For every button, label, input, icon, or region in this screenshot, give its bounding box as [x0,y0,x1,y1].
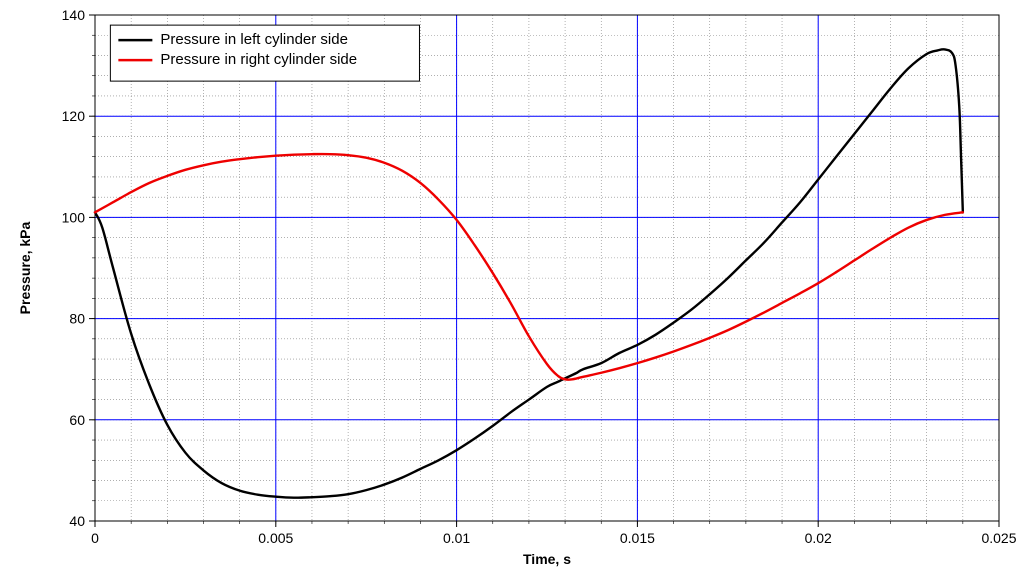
svg-text:60: 60 [69,412,85,428]
svg-text:120: 120 [62,108,86,124]
chart-svg: 0 0.005 0.01 0.015 0.02 0.025 40 60 80 100 120 140 T… [0,0,1024,576]
svg-text:Time, s: Time, s [523,551,571,567]
svg-text:140: 140 [62,7,86,23]
svg-text:0.02: 0.02 [805,530,832,546]
svg-text:0.015: 0.015 [620,530,655,546]
svg-text:0: 0 [91,530,99,546]
pressure-chart: 0 0.005 0.01 0.015 0.02 0.025 40 60 80 100 120 140 T… [0,0,1024,576]
svg-text:40: 40 [69,513,85,529]
legend: Pressure in left cylinder side Pressure i… [110,25,419,81]
svg-text:0.01: 0.01 [443,530,470,546]
svg-text:100: 100 [62,209,86,225]
svg-text:0.025: 0.025 [981,530,1016,546]
svg-text:Pressure in left cylinder side: Pressure in left cylinder side [160,31,348,48]
svg-text:80: 80 [69,311,85,327]
svg-text:0.005: 0.005 [258,530,293,546]
svg-text:Pressure, kPa: Pressure, kPa [17,221,33,314]
svg-text:Pressure in right cylinder sid: Pressure in right cylinder side [160,51,357,68]
